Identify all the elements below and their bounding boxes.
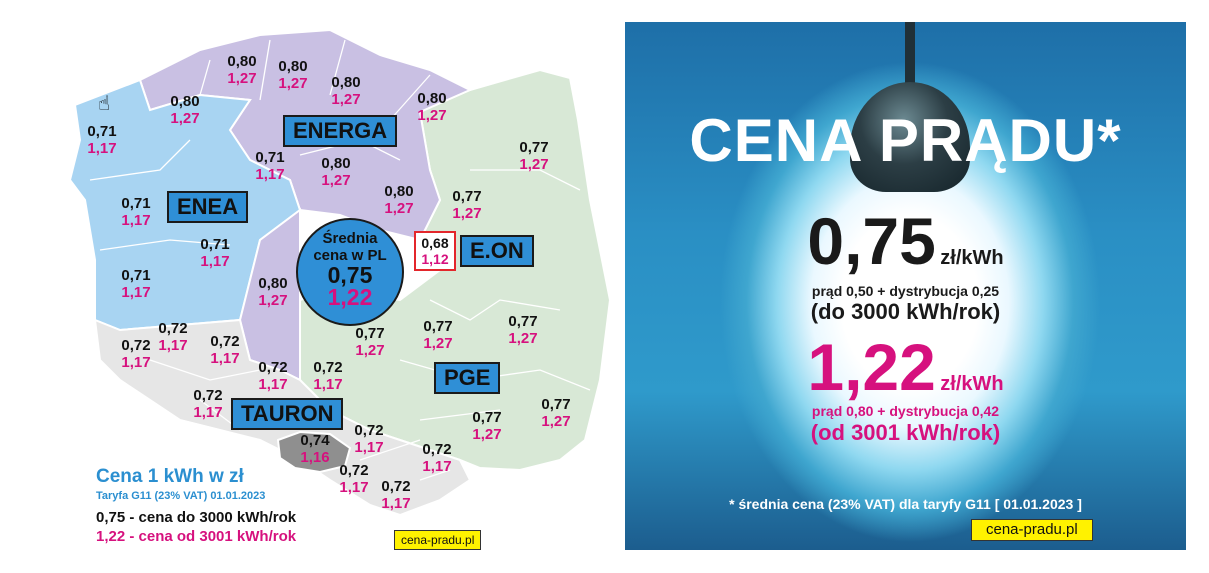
poland-map: ENERGA ENEA E.ON PGE TAURON Średnia cena… — [68, 28, 610, 550]
price-point: 0,72 1,17 — [354, 422, 384, 456]
price-point: 0,80 1,27 — [170, 93, 200, 127]
price-point: 0,74 1,16 — [300, 432, 330, 466]
average-label-line2: cena w PL — [313, 247, 387, 264]
panel-site-badge[interactable]: cena-pradu.pl — [971, 519, 1093, 541]
bulb-wire — [905, 22, 915, 84]
region-grey-highlight — [276, 430, 352, 474]
price-point: 0,80 1,27 — [278, 58, 308, 92]
legend-high-line: 1,22 - cena od 3001 kWh/rok — [96, 528, 297, 545]
price-point: 0,71 1,17 — [200, 236, 230, 270]
site-badge[interactable]: cena-pradu.pl — [394, 530, 482, 550]
price-point: 0,77 1,27 — [423, 318, 453, 352]
legend-subtitle: Taryfa G11 (23% VAT) 01.01.2023 — [96, 490, 266, 502]
legend-title: Cena 1 kWh w zł — [96, 466, 244, 487]
low-price-detail: prąd 0,50 + dystrybucja 0,25 — [811, 283, 1000, 299]
map-legend: Cena 1 kWh w zł Taryfa G11 (23% VAT) 01.… — [96, 466, 396, 546]
lightbulb-icon — [850, 82, 970, 192]
price-point: 0,72 1,17 — [121, 337, 151, 371]
high-price-range: (od 3001 kWh/rok) — [810, 420, 1001, 445]
price-point: 0,72 1,17 — [193, 387, 223, 421]
price-point: 0,77 1,27 — [472, 409, 502, 443]
high-price-unit: zł/kWh — [940, 373, 1004, 395]
price-panel: CENA PRĄDU* 0,75 zł/kWh prąd 0,50 + dyst… — [625, 22, 1186, 550]
low-price-unit: zł/kWh — [940, 247, 1004, 269]
zone-label-tauron: TAURON — [231, 398, 344, 430]
price-point: 0,71 1,17 — [121, 195, 151, 229]
low-price-range: (do 3000 kWh/rok) — [810, 299, 1001, 324]
price-point: 0,80 1,27 — [331, 74, 361, 108]
price-point: 0,80 1,27 — [384, 183, 414, 217]
zone-label-pge: PGE — [434, 362, 501, 394]
hand-cursor-icon: ☝ — [98, 93, 111, 115]
price-point: 0,72 1,17 — [339, 462, 369, 496]
price-point: 0,80 1,27 — [227, 53, 257, 87]
zone-label-eon: E.ON — [460, 235, 534, 267]
price-point: 0,72 1,17 — [422, 441, 452, 475]
high-price-value: 1,22 — [807, 330, 936, 404]
price-point: 0,72 1,17 — [381, 478, 411, 512]
price-point: 0,77 1,27 — [452, 188, 482, 222]
zone-label-energa: ENERGA — [283, 115, 398, 147]
price-point: 0,72 1,17 — [210, 333, 240, 367]
map-regions — [68, 28, 610, 517]
price-point: 0,77 1,27 — [355, 325, 385, 359]
zone-label-enea: ENEA — [167, 191, 249, 223]
price-point: 0,72 1,17 — [158, 320, 188, 354]
price-point: 0,77 1,27 — [519, 139, 549, 173]
price-point: 0,80 1,27 — [321, 155, 351, 189]
low-price: 0,75 zł/kWh — [625, 208, 1186, 274]
high-price-detail: prąd 0,80 + dystrybucja 0,42 — [811, 403, 1000, 419]
footnote: * średnia cena (23% VAT) dla taryfy G11 … — [729, 496, 1082, 512]
average-label-line1: Średnia — [322, 230, 378, 247]
price-point: 0,72 1,17 — [258, 359, 288, 393]
average-low-price: 0,75 — [327, 262, 373, 288]
price-point: 0,71 1,17 — [121, 267, 151, 301]
price-point: 0,72 1,17 — [313, 359, 343, 393]
eon-price-point: 0,68 1,12 — [414, 231, 456, 271]
average-high-price: 1,22 — [327, 284, 373, 310]
panel-title: CENA PRĄDU* — [689, 107, 1122, 174]
price-point: 0,80 1,27 — [417, 90, 447, 124]
low-price-value: 0,75 — [807, 204, 936, 278]
price-point: 0,77 1,27 — [508, 313, 538, 347]
price-point: 0,71 1,17 — [255, 149, 285, 183]
price-point: 0,80 1,27 — [258, 275, 288, 309]
average-price-circle: Średnia cena w PL 0,75 1,22 — [296, 218, 404, 326]
price-point: 0,77 1,27 — [541, 396, 571, 430]
high-price: 1,22 zł/kWh — [625, 334, 1186, 400]
legend-low-line: 0,75 - cena do 3000 kWh/rok — [96, 509, 297, 526]
price-point: 0,71 1,17 — [87, 123, 117, 157]
